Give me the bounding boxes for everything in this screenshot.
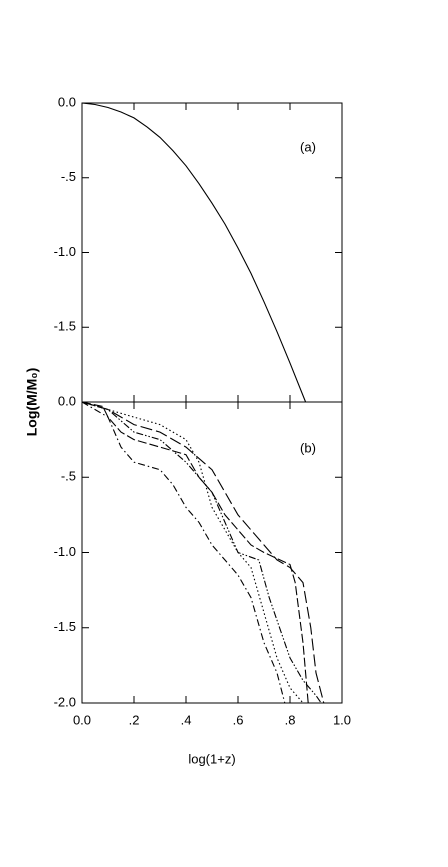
- x-tick-label: 0.0: [73, 712, 91, 727]
- y-tick-label: -1.5: [54, 619, 76, 634]
- x-tick-label: 1.0: [333, 712, 351, 727]
- data-line: [81, 102, 307, 403]
- data-line: [81, 401, 309, 704]
- y-tick-label: -1.0: [54, 544, 76, 559]
- x-tick-label: .8: [285, 712, 296, 727]
- y-tick-label: -1.5: [54, 319, 76, 334]
- y-tick-label: 0.0: [58, 94, 76, 109]
- data-line: [81, 401, 325, 704]
- panel-label: (a): [300, 139, 316, 154]
- data-line: [81, 401, 286, 704]
- y-tick-label: -.5: [61, 169, 76, 184]
- data-line: [81, 401, 322, 704]
- x-tick-label: .6: [233, 712, 244, 727]
- x-tick-label: .4: [181, 712, 192, 727]
- y-tick-label: 0.0: [58, 393, 76, 408]
- y-tick-label: -2.0: [54, 694, 76, 709]
- panel-label: (b): [300, 440, 316, 455]
- y-axis-label: Log(M/M₀): [24, 368, 40, 437]
- data-line: [81, 401, 304, 704]
- x-axis-label: log(1+z): [188, 751, 235, 766]
- y-tick-label: -.5: [61, 469, 76, 484]
- x-tick-label: .2: [129, 712, 140, 727]
- y-tick-label: -1.0: [54, 244, 76, 259]
